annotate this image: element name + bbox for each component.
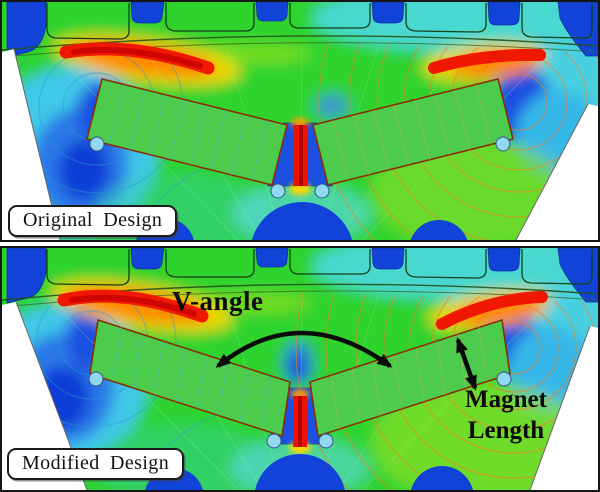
- v-angle-arrow-icon: [215, 330, 393, 368]
- modified-design-label-text: Modified Design: [22, 452, 170, 474]
- sector-outside-mask: [2, 301, 598, 490]
- cavity-notches: [89, 136, 511, 199]
- magnet-length-arrow-icon: [455, 337, 478, 391]
- panel-original: Original Design: [0, 0, 600, 242]
- flux-hotspots: [59, 42, 546, 75]
- stator-teeth: [46, 249, 593, 286]
- flux-plot-modified: [2, 248, 598, 490]
- panel-modified: V-angle Magnet Length Modified Design: [0, 246, 600, 492]
- flux-hotspots: [57, 289, 548, 330]
- stator-slots: [6, 2, 598, 58]
- stator-teeth: [46, 3, 593, 40]
- sector-outside-mask: [2, 48, 598, 240]
- stator-slots: [6, 248, 598, 304]
- original-design-label: Original Design: [8, 205, 178, 237]
- magnet-length-annotation: Magnet Length: [465, 386, 547, 445]
- cavity-notches: [88, 371, 512, 449]
- magnet-right: [312, 78, 514, 186]
- modified-design-label: Modified Design: [7, 448, 185, 480]
- original-design-label-text: Original Design: [23, 209, 163, 231]
- magnet-left: [86, 78, 288, 186]
- v-angle-annotation: V-angle: [172, 286, 264, 316]
